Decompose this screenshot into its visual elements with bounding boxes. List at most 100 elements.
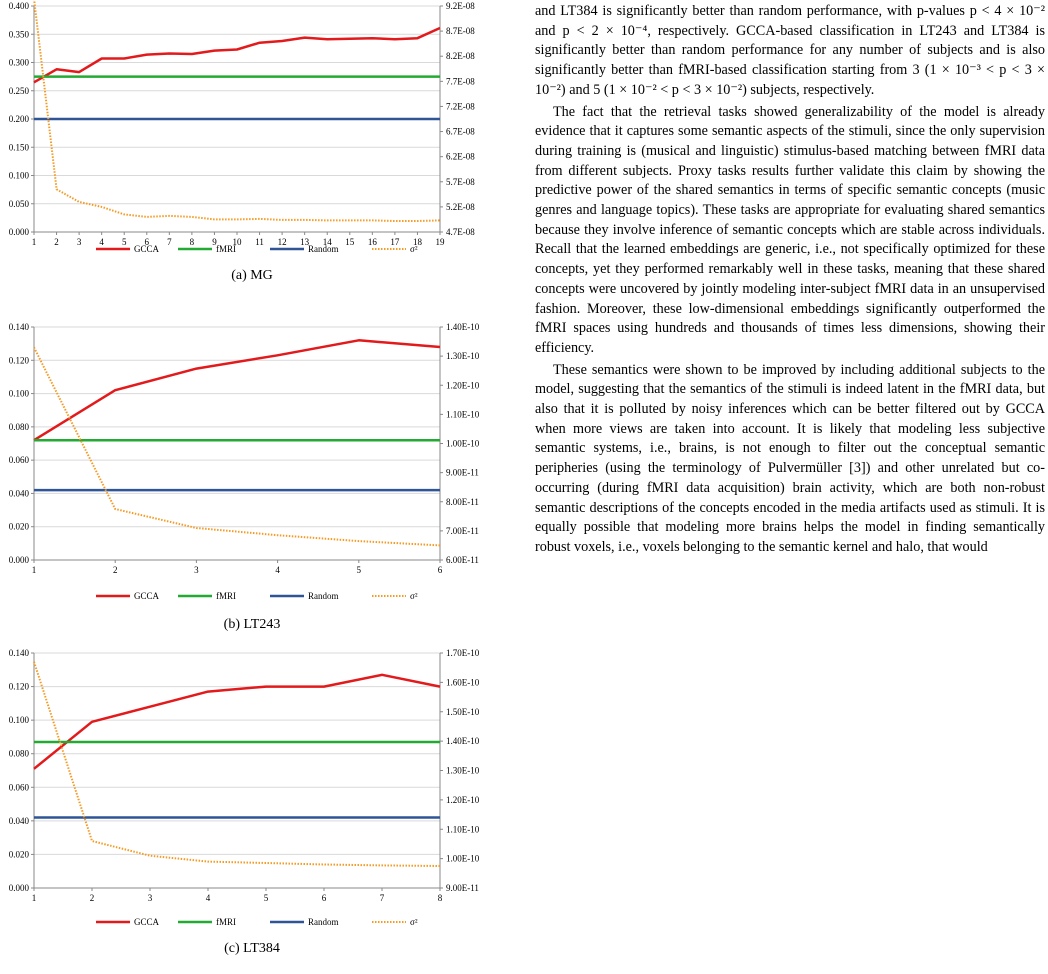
legend-label-sigma2: σ² [410,244,418,254]
x-tick-label: 14 [323,237,333,247]
paragraph-1: and LT384 is significantly better than r… [535,3,1045,98]
y2-tick-label: 1.40E-10 [446,322,480,332]
y2-tick-label: 1.60E-10 [446,677,480,687]
y2-tick-label: 7.2E-08 [446,101,475,111]
y-tick-label: 0.060 [9,455,30,465]
paragraph-2: The fact that the retrieval tasks showed… [535,103,1045,356]
legend-label-random: Random [308,917,339,927]
y-tick-label: 0.140 [9,322,30,332]
x-tick-label: 6 [438,565,443,575]
figure-caption-b: (b) LT243 [223,617,281,632]
x-tick-label: 10 [233,237,243,247]
x-tick-label: 4 [99,237,104,247]
x-tick-label: 2 [54,237,59,247]
series-line-gcca [33,26,441,84]
series-line-sigma2 [33,0,441,222]
figure-a: 0.000 0.050 0.100 0.150 0.200 0.250 0.300 0.350… [0,0,504,260]
x-tick-label: 5 [264,893,269,903]
y-tick-label: 0.120 [9,355,30,365]
y-tick-label: 0.060 [9,782,30,792]
y2-tick-label: 5.2E-08 [446,202,475,212]
y-tick-label: 0.140 [9,648,30,658]
body-text-column: and LT384 is significantly better than r… [535,2,1045,558]
x-tick-label: 4 [206,893,211,903]
y-tick-label: 0.250 [9,86,30,96]
y-tick-label: 0.000 [9,883,30,893]
y2-tick-label: 9.00E-11 [446,883,479,893]
series-line-gcca [33,339,441,442]
series-line-sigma2 [33,346,441,547]
y2-tick-label: 1.00E-10 [446,854,480,864]
x-tick-label: 2 [90,893,95,903]
y-tick-label: 0.050 [9,199,30,209]
legend-label-fmri: fMRI [216,244,236,254]
y2-tick-label: 6.7E-08 [446,127,475,137]
y2-tick-label: 9.00E-11 [446,468,479,478]
x-tick-label: 1 [32,893,37,903]
y2-tick-label: 1.20E-10 [446,795,480,805]
x-tick-label: 7 [167,237,172,247]
x-tick-label: 16 [368,237,378,247]
x-tick-label: 3 [148,893,153,903]
chart-lt243: 0.000 0.020 0.040 0.060 0.080 0.100 0.120 0.140… [9,322,480,601]
y-tick-label: 0.400 [9,1,30,11]
y2-tick-label: 7.00E-11 [446,526,479,536]
y-tick-label: 0.020 [9,849,30,859]
figure-b: 0.000 0.020 0.040 0.060 0.080 0.100 0.120 0.140… [0,318,504,608]
y2-tick-label: 1.50E-10 [446,707,480,717]
legend-label-gcca: GCCA [134,917,160,927]
y2-tick-label: 8.00E-11 [446,497,479,507]
x-tick-label: 8 [190,237,195,247]
y2-tick-label: 6.00E-11 [446,555,479,565]
legend-label-gcca: GCCA [134,244,160,254]
x-tick-label: 11 [255,237,264,247]
y2-tick-label: 4.7E-08 [446,227,475,237]
chart-mg: 0.000 0.050 0.100 0.150 0.200 0.250 0.300 0.350… [9,0,475,254]
y2-tick-label: 1.40E-10 [446,736,480,746]
x-tick-label: 15 [345,237,355,247]
paragraph-3: These semantics were shown to be improve… [535,361,1045,555]
y-tick-label: 0.120 [9,682,30,692]
y2-tick-label: 9.2E-08 [446,1,475,11]
y2-tick-label: 1.30E-10 [446,351,480,361]
x-tick-label: 2 [113,565,118,575]
legend-label-fmri: fMRI [216,591,236,601]
figure-caption-c: (c) LT384 [224,941,280,956]
y-tick-label: 0.040 [9,488,30,498]
x-tick-label: 4 [275,565,280,575]
x-tick-label: 5 [122,237,127,247]
y-tick-label: 0.200 [9,114,30,124]
x-tick-label: 17 [390,237,400,247]
y-tick-label: 0.000 [9,227,30,237]
legend-label-sigma2: σ² [410,591,418,601]
y-tick-label: 0.350 [9,29,30,39]
y-tick-label: 0.080 [9,749,30,759]
chart-lt384: 0.000 0.020 0.040 0.060 0.080 0.100 0.120 0.140… [9,648,480,927]
y-tick-label: 0.100 [9,715,30,725]
y-tick-label: 0.300 [9,58,30,68]
x-tick-label: 1 [32,565,37,575]
legend-label-random: Random [308,244,339,254]
y2-tick-label: 1.20E-10 [446,380,480,390]
legend-label-random: Random [308,591,339,601]
x-tick-label: 18 [413,237,423,247]
legend-label-gcca: GCCA [134,591,160,601]
y-tick-label: 0.040 [9,816,30,826]
x-tick-label: 1 [32,237,37,247]
x-tick-label: 6 [322,893,327,903]
x-tick-label: 19 [436,237,446,247]
x-tick-label: 3 [77,237,82,247]
y-tick-label: 0.150 [9,142,30,152]
legend-label-fmri: fMRI [216,917,236,927]
x-tick-label: 6 [145,237,150,247]
x-tick-label: 5 [357,565,362,575]
y2-tick-label: 1.30E-10 [446,766,480,776]
x-tick-label: 7 [380,893,385,903]
figure-caption-a: (a) MG [231,268,273,283]
y2-tick-label: 1.00E-10 [446,439,480,449]
x-tick-label: 3 [194,565,199,575]
y2-tick-label: 8.2E-08 [446,51,475,61]
y-tick-label: 0.080 [9,422,30,432]
y-tick-label: 0.100 [9,389,30,399]
y2-tick-label: 8.7E-08 [446,26,475,36]
